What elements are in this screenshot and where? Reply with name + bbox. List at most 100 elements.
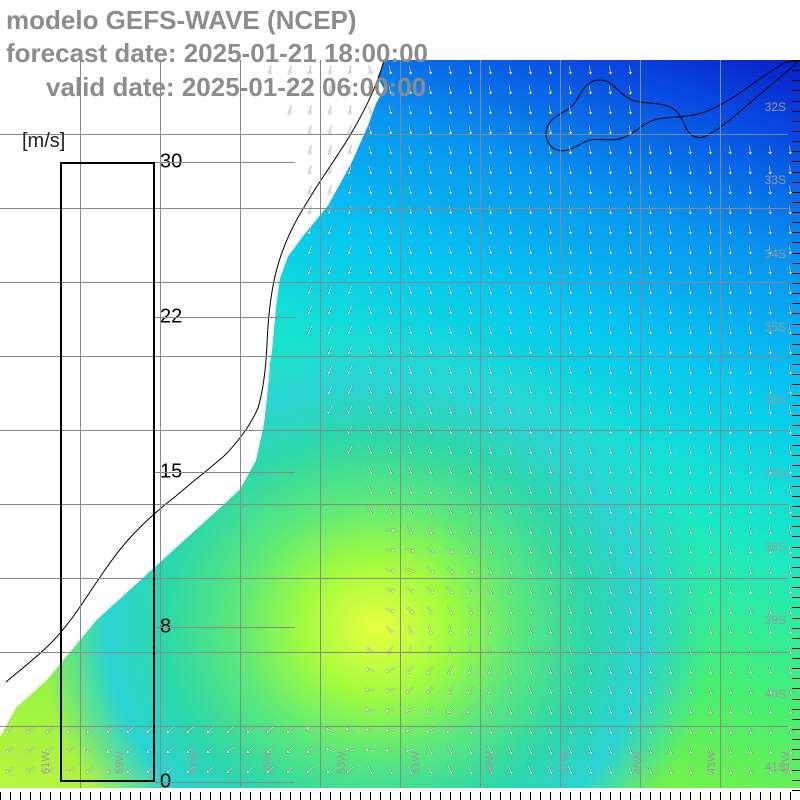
tick-mark-right [792, 759, 800, 760]
tick-mark-right [792, 232, 800, 233]
axis-label-longitude: 47W [558, 751, 570, 774]
tick-mark-right [792, 141, 800, 142]
tick-mark-bottom [570, 792, 571, 800]
tick-mark-right [792, 324, 800, 325]
tick-mark-bottom [530, 792, 531, 800]
tick-mark-right [792, 425, 800, 426]
tick-mark-bottom [620, 792, 621, 800]
tick-mark-bottom [480, 792, 481, 800]
tick-mark-right [792, 496, 800, 497]
tick-mark-right [792, 678, 800, 679]
tick-mark-bottom [780, 792, 781, 800]
tick-mark-bottom [300, 792, 301, 800]
tick-mark-bottom [640, 792, 641, 800]
tick-mark-right [792, 344, 800, 345]
tick-mark-right [792, 364, 800, 365]
tick-mark-bottom [70, 792, 71, 800]
tick-mark-right [792, 618, 800, 619]
tick-mark-bottom [590, 792, 591, 800]
tick-mark-right [792, 263, 800, 264]
tick-mark-right [792, 607, 800, 608]
tick-mark-bottom [320, 792, 321, 800]
tick-mark-right [792, 658, 800, 659]
axis-label-latitude: 34S [765, 247, 786, 261]
tick-mark-bottom [30, 792, 31, 800]
tick-mark-right [792, 780, 800, 781]
tick-mark-right [792, 628, 800, 629]
grid-line-vertical [320, 60, 321, 788]
tick-mark-bottom [450, 792, 451, 800]
tick-mark-right [792, 101, 800, 102]
tick-mark-bottom [180, 792, 181, 800]
tick-mark-right [792, 597, 800, 598]
colorbar-tick-line-0 [155, 782, 295, 783]
title-line-forecast-date: forecast date: 2025-01-21 18:00:00 [6, 37, 428, 70]
tick-mark-right [792, 182, 800, 183]
tick-mark-bottom [190, 792, 191, 800]
tick-mark-bottom [100, 792, 101, 800]
colorbar-gradient[interactable] [60, 162, 155, 782]
tick-mark-bottom [90, 792, 91, 800]
tick-mark-bottom [730, 792, 731, 800]
tick-mark-bottom [200, 792, 201, 800]
tick-mark-right [792, 709, 800, 710]
tick-mark-bottom [140, 792, 141, 800]
tick-mark-right [792, 192, 800, 193]
axis-label-longitude: 49W [484, 751, 496, 774]
tick-mark-bottom [430, 792, 431, 800]
tick-mark-right [792, 415, 800, 416]
tick-mark-right [792, 486, 800, 487]
tick-mark-bottom [260, 792, 261, 800]
tick-mark-bottom [220, 792, 221, 800]
tick-mark-right [792, 384, 800, 385]
tick-mark-right [792, 172, 800, 173]
tick-mark-right [792, 80, 800, 81]
tick-mark-bottom [720, 792, 721, 800]
axis-label-longitude: 61W [40, 751, 52, 774]
title-line-model: modelo GEFS-WAVE (NCEP) [6, 4, 428, 37]
axis-label-longitude: 51W [410, 751, 422, 774]
tick-mark-right [792, 770, 800, 771]
tick-mark-bottom [600, 792, 601, 800]
tick-mark-bottom [340, 792, 341, 800]
tick-mark-bottom [400, 792, 401, 800]
tick-mark-bottom [670, 792, 671, 800]
tick-mark-bottom [630, 792, 631, 800]
tick-mark-bottom [0, 792, 1, 800]
map-title-block: modelo GEFS-WAVE (NCEP) forecast date: 2… [6, 4, 428, 104]
grid-line-vertical [400, 60, 401, 788]
tick-mark-right [792, 526, 800, 527]
axis-label-latitude: 33S [765, 173, 786, 187]
tick-mark-right [792, 121, 800, 122]
colorbar-tick-line-22 [155, 317, 295, 318]
tick-mark-right [792, 202, 800, 203]
title-line-valid-date: valid date: 2025-01-22 06:00:00 [6, 71, 428, 104]
axis-label-latitude: 41S [765, 760, 786, 774]
tick-mark-bottom [330, 792, 331, 800]
tick-mark-right [792, 90, 800, 91]
axis-label-longitude: 57W [188, 751, 200, 774]
tick-mark-bottom [20, 792, 21, 800]
tick-mark-bottom [310, 792, 311, 800]
tick-mark-bottom [130, 792, 131, 800]
tick-mark-bottom [360, 792, 361, 800]
tick-mark-bottom [10, 792, 11, 800]
tick-mark-right [792, 719, 800, 720]
tick-mark-bottom [760, 792, 761, 800]
tick-mark-right [792, 506, 800, 507]
tick-mark-right [792, 547, 800, 548]
tick-mark-bottom [610, 792, 611, 800]
axis-label-longitude: 55W [262, 751, 274, 774]
tick-mark-bottom [150, 792, 151, 800]
tick-mark-bottom [580, 792, 581, 800]
tick-mark-right [792, 445, 800, 446]
tick-mark-right [792, 253, 800, 254]
colorbar-tick-line-8 [155, 627, 295, 628]
tick-mark-bottom [490, 792, 491, 800]
tick-mark-right [792, 334, 800, 335]
tick-mark-bottom [510, 792, 511, 800]
tick-mark-bottom [390, 792, 391, 800]
grid-line-vertical [560, 60, 561, 788]
tick-mark-right [792, 749, 800, 750]
tick-mark-bottom [80, 792, 81, 800]
